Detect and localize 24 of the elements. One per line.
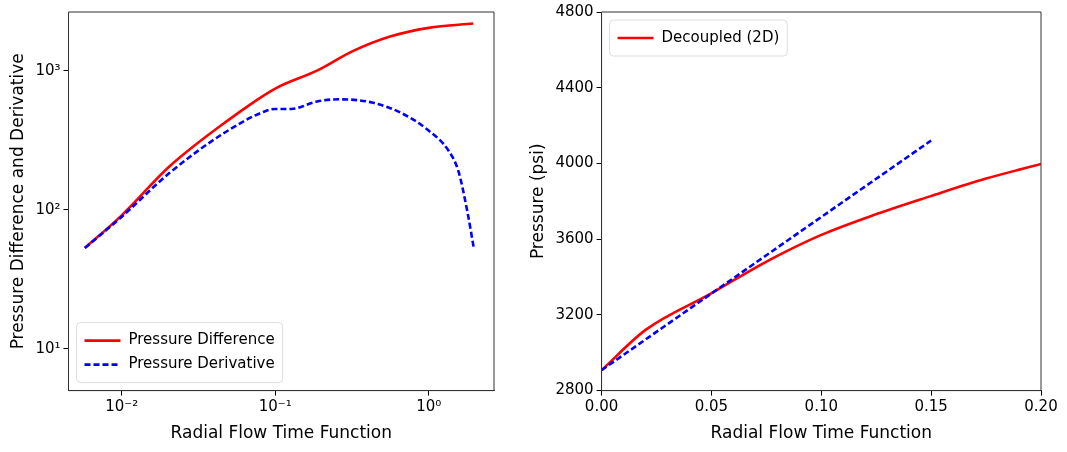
x-tick-label: 0.15: [914, 397, 948, 416]
y-tick-label: 3200: [555, 304, 594, 323]
x-tick-label: 0.10: [804, 397, 838, 416]
x-tick-label: 0.05: [694, 397, 729, 416]
y-tick-label: 3600: [555, 229, 594, 248]
x-tick-label: 10⁻¹: [258, 397, 292, 416]
x-tick-label: 10⁻²: [105, 397, 139, 416]
y-tick-label: 4000: [555, 153, 594, 172]
legend-label: Pressure Difference: [128, 330, 275, 349]
y-axis-title: Pressure (psi): [526, 143, 547, 260]
y-tick-label: 2800: [555, 380, 594, 399]
legend-label: Pressure Derivative: [128, 354, 275, 373]
x-tick-label: 0.00: [584, 397, 619, 416]
x-axis-title: Radial Flow Time Function: [710, 422, 933, 443]
y-tick-label: 4800: [555, 1, 594, 20]
x-axis-title: Radial Flow Time Function: [170, 422, 392, 443]
legend-label: Decoupled (2D): [661, 27, 780, 46]
y-tick-label: 10³: [35, 60, 61, 79]
y-tick-label: 10¹: [35, 338, 61, 357]
y-tick-label: 4400: [555, 77, 594, 96]
x-tick-label: 10⁰: [416, 397, 442, 416]
x-tick-label: 0.20: [1024, 397, 1058, 416]
y-axis-title: Pressure Difference and Derivative: [6, 53, 27, 350]
y-tick-label: 10²: [35, 199, 61, 218]
